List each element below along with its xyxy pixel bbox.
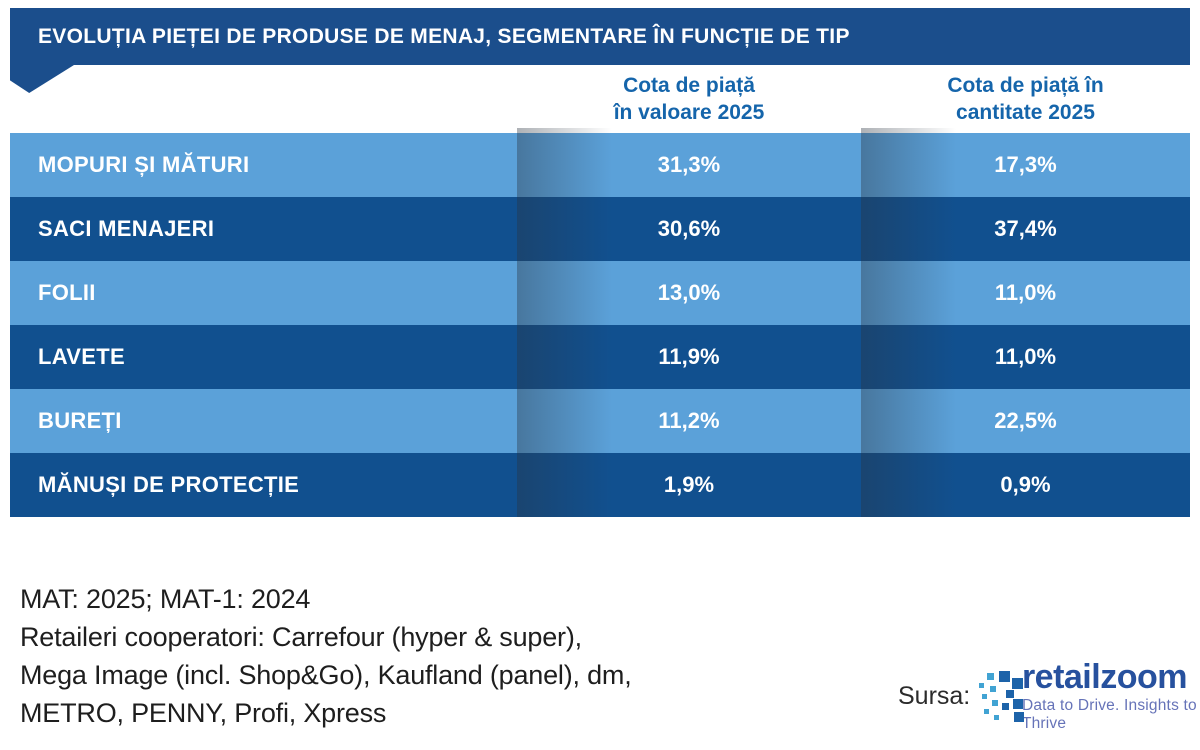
source-block: Sursa: retailzoom Data to Drive. Insight… bbox=[898, 660, 1200, 733]
table-row: SACI MENAJERI 30,6% 37,4% bbox=[10, 197, 1190, 261]
footnote-retailers-1: Retaileri cooperatori: Carrefour (hyper … bbox=[20, 622, 582, 652]
column-header-value: Cota de piață în valoare 2025 bbox=[517, 72, 861, 126]
column-header-value-line1: Cota de piață bbox=[623, 74, 755, 97]
category-label: SACI MENAJERI bbox=[38, 216, 215, 241]
footnote-retailers-2: Mega Image (incl. Shop&Go), Kaufland (pa… bbox=[20, 660, 632, 690]
quantity-share-cell: 0,9% bbox=[1000, 472, 1051, 497]
market-share-table: MOPURI ȘI MĂTURI 31,3% 17,3% SACI MENAJERI 3… bbox=[10, 133, 1190, 517]
category-label: LAVETE bbox=[38, 344, 125, 369]
page-title: EVOLUȚIA PIEȚEI DE PRODUSE DE MENAJ, SEG… bbox=[38, 24, 850, 48]
value-share-cell: 11,9% bbox=[658, 344, 720, 369]
value-share-cell: 11,2% bbox=[658, 408, 720, 433]
source-label: Sursa: bbox=[898, 682, 971, 710]
quantity-share-cell: 37,4% bbox=[994, 216, 1057, 241]
category-label: MĂNUȘI DE PROTECȚIE bbox=[38, 472, 300, 497]
table-row: BUREȚI 11,2% 22,5% bbox=[10, 389, 1190, 453]
value-share-cell: 31,3% bbox=[657, 152, 721, 177]
retailzoom-brand-text: retailzoom bbox=[1021, 658, 1188, 696]
quantity-share-cell: 11,0% bbox=[994, 280, 1057, 305]
category-label: BUREȚI bbox=[38, 408, 122, 433]
column-header-quantity-line2: cantitate 2025 bbox=[956, 101, 1095, 124]
table-row: FOLII 13,0% 11,0% bbox=[10, 261, 1190, 325]
column-header-quantity: Cota de piață în cantitate 2025 bbox=[861, 72, 1190, 126]
retailzoom-logo-icon bbox=[979, 670, 1025, 723]
table-row: MĂNUȘI DE PROTECȚIE 1,9% 0,9% bbox=[10, 453, 1190, 517]
footnote-period: MAT: 2025; MAT-1: 2024 bbox=[20, 584, 311, 614]
quantity-share-cell: 11,0% bbox=[994, 344, 1057, 369]
title-banner: EVOLUȚIA PIEȚEI DE PRODUSE DE MENAJ, SEG… bbox=[10, 8, 1190, 65]
retailzoom-wordmark: retailzoom Data to Drive. Insights to Th… bbox=[1022, 660, 1200, 733]
table-row: MOPURI ȘI MĂTURI 31,3% 17,3% bbox=[10, 133, 1190, 197]
value-share-cell: 1,9% bbox=[663, 472, 715, 497]
column-header-value-line2: în valoare 2025 bbox=[613, 101, 765, 124]
retailzoom-tagline: Data to Drive. Insights to Thrive bbox=[1021, 697, 1197, 732]
value-share-cell: 30,6% bbox=[657, 216, 721, 241]
category-label: MOPURI ȘI MĂTURI bbox=[38, 152, 250, 177]
footnote-retailers-3: METRO, PENNY, Profi, Xpress bbox=[20, 698, 387, 728]
value-share-cell: 13,0% bbox=[657, 280, 721, 305]
footnotes: MAT: 2025; MAT-1: 2024 Retaileri coopera… bbox=[20, 580, 632, 732]
category-label: FOLII bbox=[38, 280, 96, 305]
column-header-quantity-line1: Cota de piață în bbox=[947, 74, 1104, 97]
quantity-share-cell: 17,3% bbox=[994, 152, 1057, 177]
quantity-share-cell: 22,5% bbox=[994, 408, 1057, 433]
banner-tail-decoration bbox=[10, 65, 74, 93]
table-row: LAVETE 11,9% 11,0% bbox=[10, 325, 1190, 389]
